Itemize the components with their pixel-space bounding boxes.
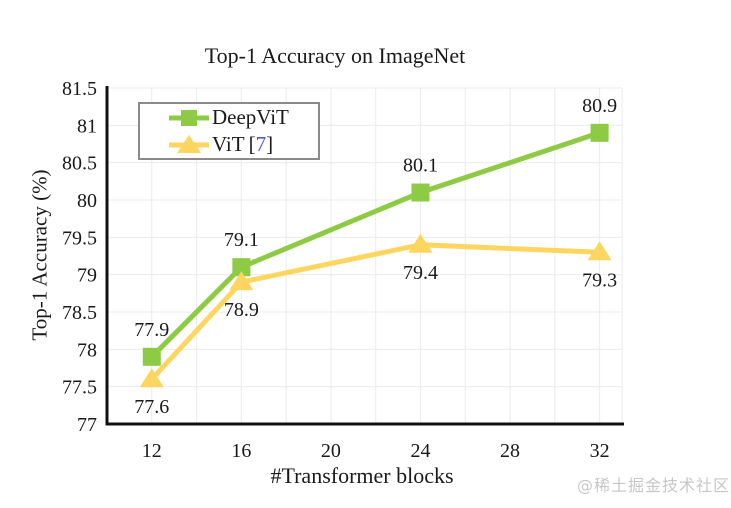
data-label: 79.1 xyxy=(224,229,259,251)
y-tick-label: 80.5 xyxy=(62,153,97,175)
marker-square-deepvit xyxy=(142,347,161,366)
legend-label-deepvit: DeepViT xyxy=(212,105,289,130)
y-tick-label: 79.5 xyxy=(62,227,97,249)
legend-item-vit: ViT [ 7 ] xyxy=(166,131,318,157)
data-label: 77.6 xyxy=(134,396,169,418)
marker-square-deepvit xyxy=(232,258,251,277)
series-line-deepvit xyxy=(149,130,603,360)
y-axis-title: Top-1 Accuracy (%) xyxy=(27,169,52,341)
citation-bracket-close: ] xyxy=(266,131,274,156)
y-tick-label: 81 xyxy=(77,115,97,137)
marker-triangle-vit xyxy=(587,241,612,261)
marker-square-deepvit xyxy=(590,123,609,142)
data-label: 80.1 xyxy=(403,155,438,177)
x-tick-label: 20 xyxy=(321,440,341,462)
y-tick-label: 79 xyxy=(77,265,97,287)
chart-title: Top-1 Accuracy on ImageNet xyxy=(204,43,466,68)
citation-bracket-open: [ xyxy=(248,131,256,156)
legend-label-vit: ViT xyxy=(212,131,245,156)
marker-triangle-vit xyxy=(408,233,433,253)
legend-item-deepvit: DeepViT xyxy=(166,105,318,131)
deepvit-line-square-marker-icon xyxy=(169,109,209,126)
marker-triangle-vit xyxy=(229,271,254,291)
data-label: 80.9 xyxy=(582,95,617,117)
data-label: 77.9 xyxy=(134,319,169,341)
x-tick-label: 24 xyxy=(410,440,430,462)
y-tick-label: 78.5 xyxy=(62,302,97,324)
marker-triangle-vit xyxy=(139,368,164,388)
y-tick-label: 81.5 xyxy=(62,78,97,100)
y-tick-label: 77.5 xyxy=(62,377,97,399)
y-tick-label: 77 xyxy=(77,414,97,436)
x-tick-label: 32 xyxy=(590,440,610,462)
y-tick-label: 80 xyxy=(77,190,97,212)
vit-line-triangle-marker-icon xyxy=(169,135,209,154)
series-line-vit xyxy=(149,242,603,382)
x-tick-label: 28 xyxy=(500,440,520,462)
marker-square-deepvit xyxy=(411,183,430,202)
citation-number: 7 xyxy=(255,131,267,156)
legend: DeepViT ViT [ 7 ] xyxy=(138,102,320,160)
x-tick-label: 16 xyxy=(231,440,251,462)
data-label: 79.4 xyxy=(403,262,438,284)
data-label: 79.3 xyxy=(582,269,617,291)
x-tick-label: 12 xyxy=(142,440,162,462)
data-label: 78.9 xyxy=(224,299,259,321)
x-axis-title: #Transformer blocks xyxy=(270,463,454,488)
watermark: @稀土掘金技术社区 xyxy=(577,476,731,495)
y-tick-label: 78 xyxy=(77,339,97,361)
